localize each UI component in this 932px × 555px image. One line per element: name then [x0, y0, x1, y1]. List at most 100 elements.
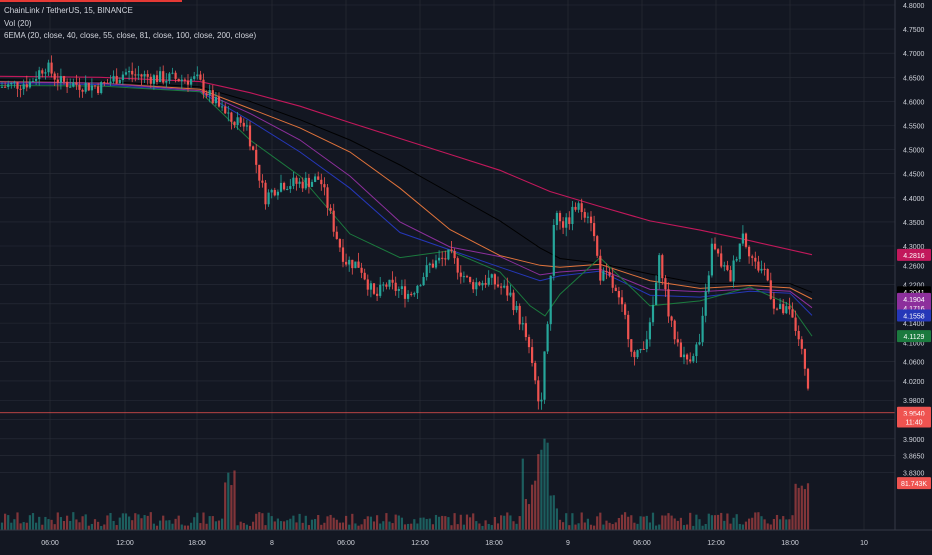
candle-body — [546, 324, 549, 352]
x-tick-label: 10 — [860, 540, 868, 547]
candle-body — [571, 206, 574, 224]
volume-bar — [301, 522, 304, 530]
candle-body — [323, 184, 326, 188]
volume-bar — [372, 521, 376, 530]
volume-bar — [782, 516, 785, 530]
volume-bar — [524, 499, 527, 530]
volume-bar — [624, 512, 627, 530]
candle-body — [500, 286, 503, 288]
candle-body — [744, 233, 748, 247]
volume-bar — [738, 523, 741, 530]
volume-bar — [593, 525, 596, 530]
volume-legend[interactable]: Vol (20) — [4, 19, 32, 28]
candle-body — [279, 182, 283, 192]
volume-bar — [56, 512, 59, 530]
volume-bar — [534, 480, 537, 530]
volume-bar — [723, 520, 726, 530]
volume-bar — [168, 520, 171, 530]
candle-body — [689, 359, 692, 362]
candle-body — [428, 263, 431, 266]
candle-body — [760, 268, 763, 271]
volume-bar — [648, 522, 651, 530]
candle-body — [407, 293, 410, 299]
candle-body — [221, 106, 224, 108]
x-tick-label: 12:00 — [116, 540, 134, 547]
volume-bar — [800, 485, 803, 530]
volume-bar — [788, 519, 791, 530]
candle-body — [354, 261, 357, 269]
volume-bar — [456, 524, 459, 530]
volume-bar — [155, 525, 159, 530]
volume-bar — [345, 515, 348, 530]
volume-bar — [295, 522, 298, 530]
volume-bar — [323, 522, 326, 530]
volume-bar — [642, 516, 645, 530]
candle-body — [84, 82, 87, 92]
candle-body — [403, 286, 407, 299]
volume-bar — [7, 515, 10, 530]
candle-body — [642, 348, 645, 350]
candle-body — [196, 74, 199, 77]
volume-bar — [134, 513, 137, 530]
volume-bar — [478, 523, 481, 530]
volume-bar — [75, 519, 78, 530]
candle-body — [624, 304, 627, 315]
volume-bar — [531, 484, 534, 530]
volume-bar — [186, 525, 190, 530]
volume-bar — [162, 515, 165, 530]
candle-body — [310, 181, 314, 187]
candle-body — [729, 270, 732, 282]
volume-bar — [586, 518, 589, 530]
candle-body — [35, 79, 38, 81]
volume-bar — [16, 512, 19, 530]
candle-body — [782, 304, 785, 314]
price-label-text: 4.1904 — [903, 297, 925, 304]
y-tick-label: 4.1400 — [903, 321, 925, 328]
volume-bar — [425, 518, 428, 530]
candle-body — [794, 317, 797, 331]
symbol-legend[interactable]: ChainLink / TetherUS, 15, BINANCE — [4, 6, 133, 15]
candle-body — [7, 84, 10, 87]
volume-bar — [93, 519, 97, 530]
candle-body — [115, 75, 118, 84]
volume-bar — [87, 525, 90, 530]
y-tick-label: 3.9000 — [903, 437, 925, 444]
volume-bar — [636, 523, 639, 530]
volume-bar — [574, 524, 577, 530]
volume-bar — [252, 521, 255, 530]
volume-bar — [602, 524, 605, 530]
volume-bar — [410, 523, 413, 530]
y-tick-label: 4.5500 — [903, 124, 925, 131]
candle-body — [112, 75, 115, 82]
volume-bar — [422, 517, 425, 530]
volume-bar — [481, 525, 484, 530]
candle-body — [283, 182, 286, 190]
volume-bar — [118, 517, 121, 530]
ema100-line — [0, 79, 813, 293]
candle-body — [292, 177, 295, 187]
candle-body — [168, 73, 171, 81]
volume-bar — [84, 514, 87, 530]
volume-bar — [562, 522, 565, 530]
volume-bar — [698, 519, 701, 530]
candle-body — [707, 275, 710, 292]
volume-bar — [379, 523, 382, 530]
candle-body — [78, 84, 81, 90]
volume-bar — [577, 523, 580, 530]
candle-body — [75, 82, 78, 85]
volume-bar — [124, 513, 128, 530]
candle-body — [202, 79, 205, 94]
ema-legend[interactable]: 6EMA (20, close, 40, close, 55, close, 8… — [4, 31, 257, 40]
candle-body — [366, 279, 369, 290]
candle-body — [431, 263, 434, 268]
candle-body — [397, 288, 400, 291]
candle-body — [701, 315, 704, 343]
candle-body — [348, 259, 351, 265]
y-tick-label: 3.8300 — [903, 471, 925, 478]
volume-bar — [732, 517, 735, 530]
x-tick-label: 9 — [566, 540, 570, 547]
candle-body — [345, 261, 348, 265]
candle-body — [447, 249, 450, 260]
